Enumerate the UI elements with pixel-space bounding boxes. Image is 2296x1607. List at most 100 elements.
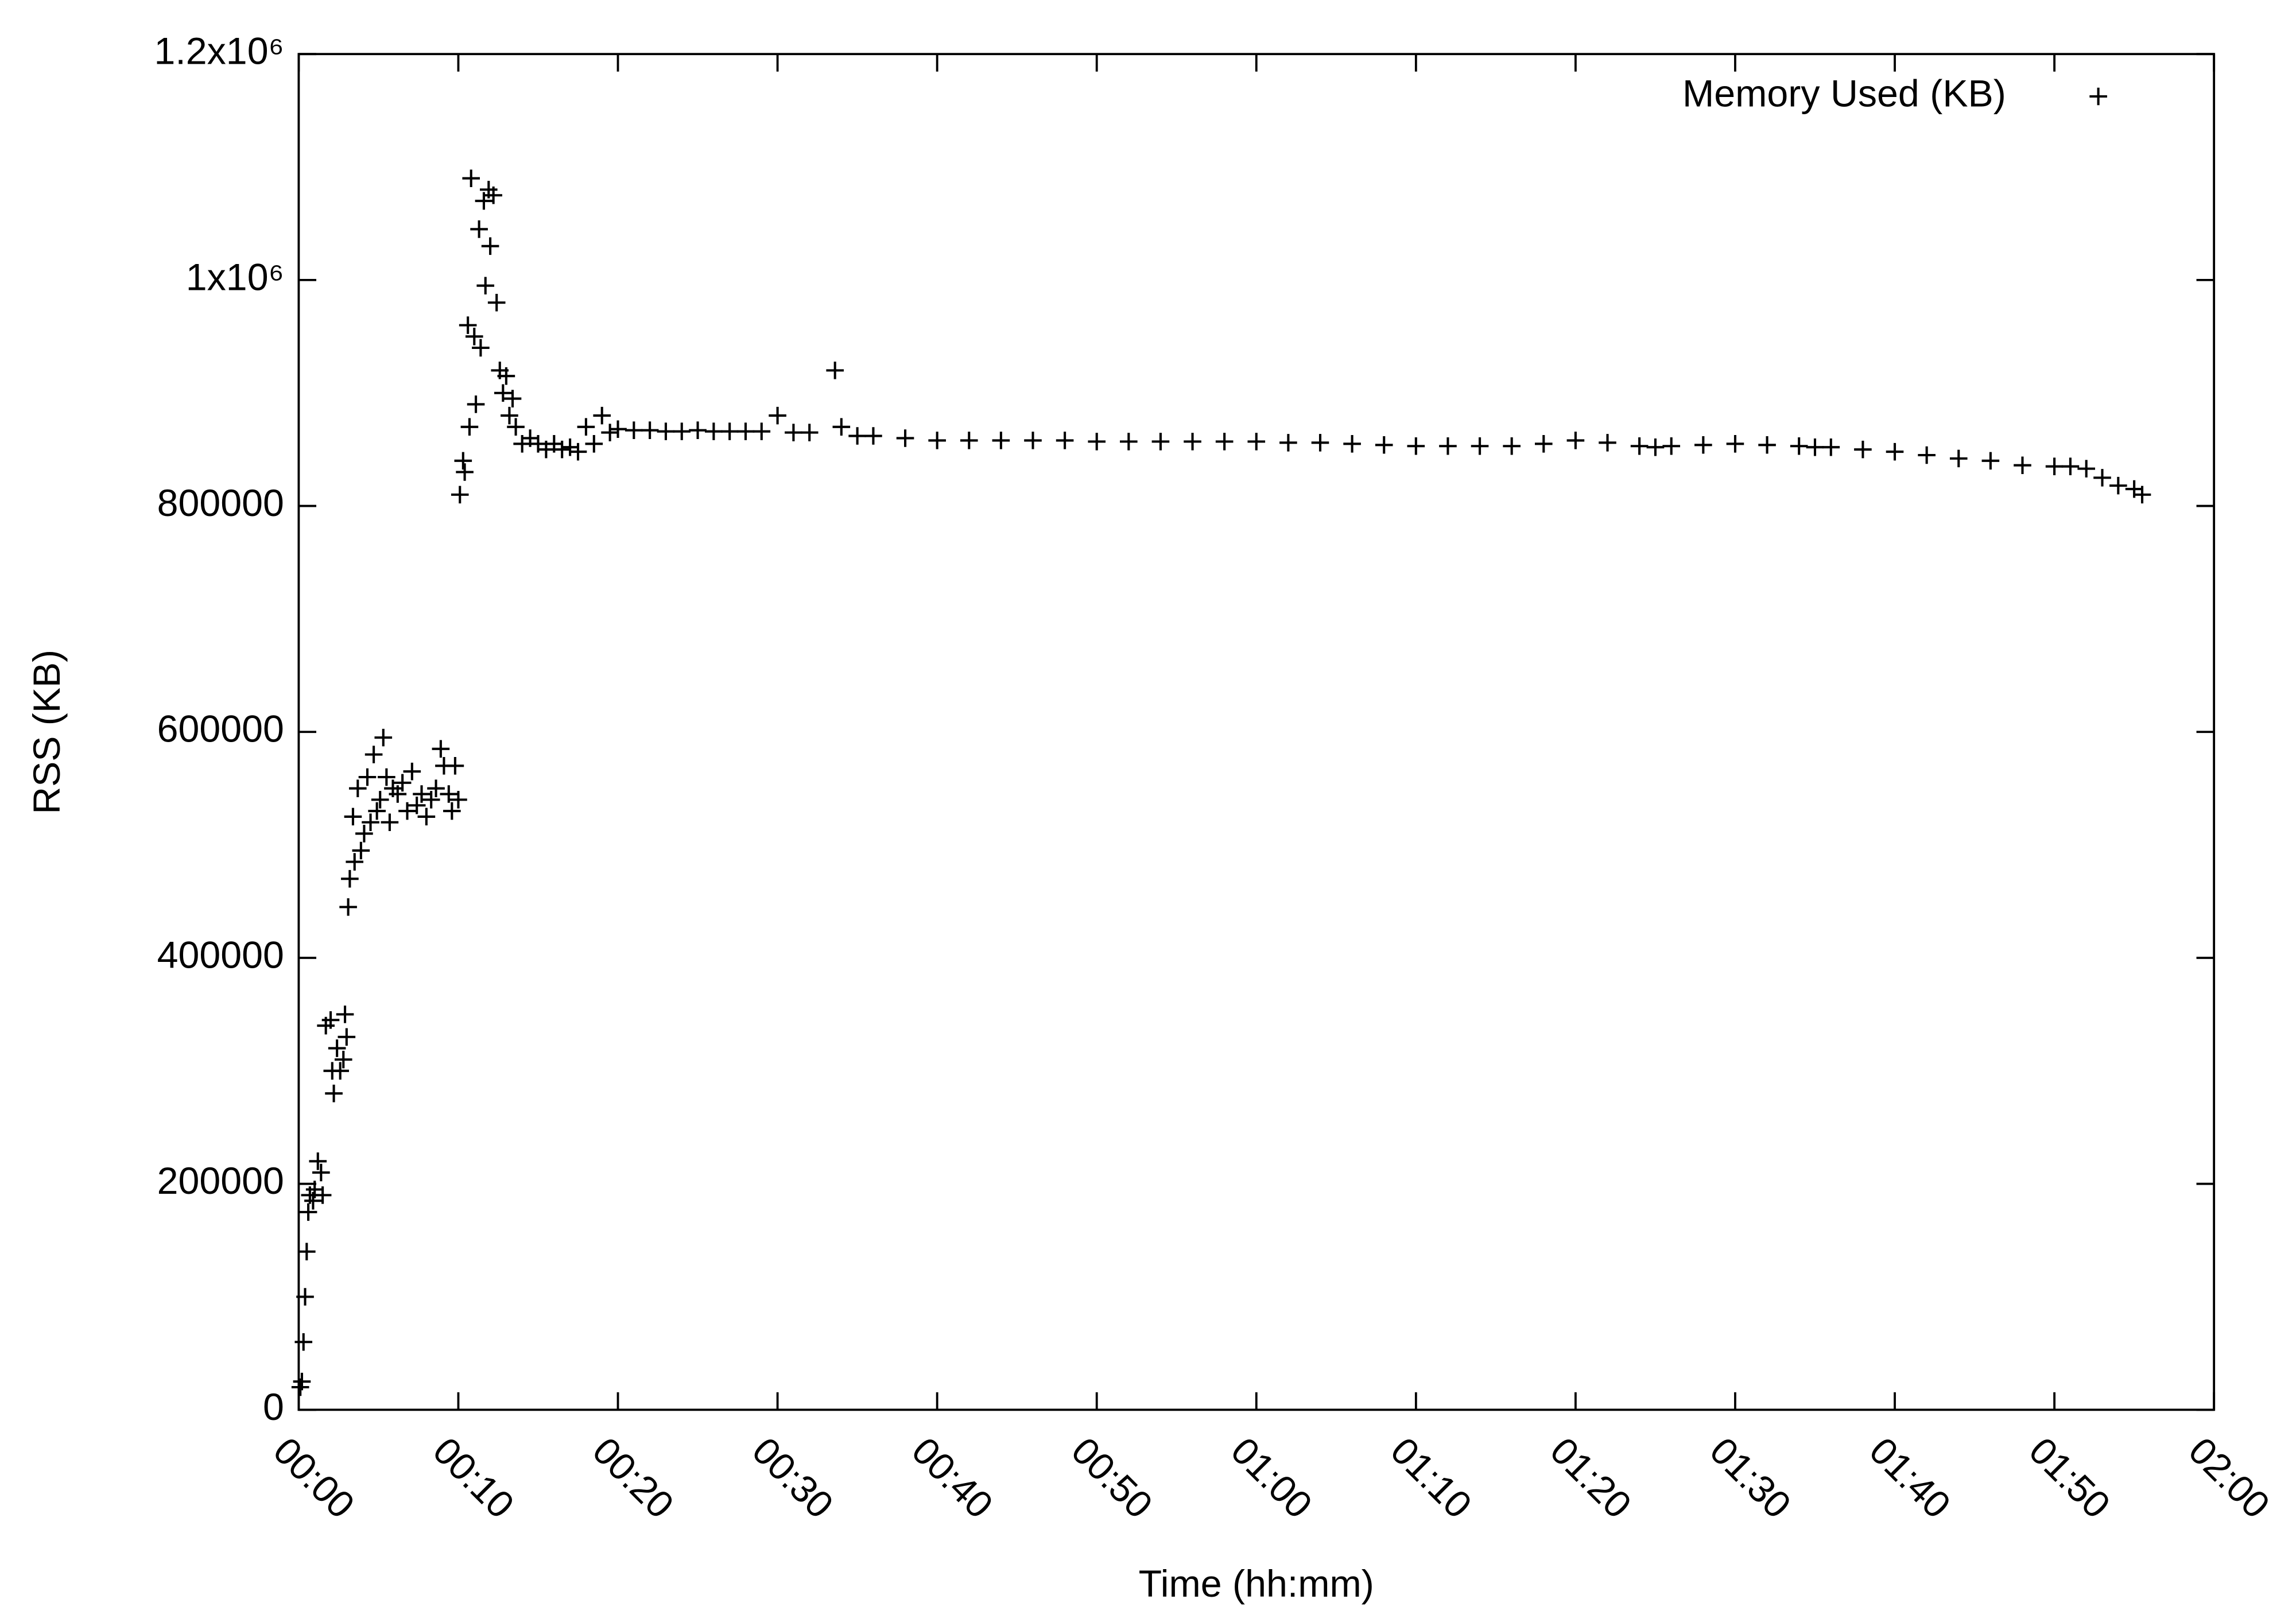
data-point — [1806, 438, 1824, 456]
data-point — [460, 418, 479, 436]
data-point — [422, 791, 440, 809]
data-point — [577, 418, 595, 436]
plot-frame — [297, 53, 2216, 1411]
data-point — [507, 418, 525, 436]
data-point — [585, 435, 603, 453]
data-point — [494, 384, 512, 402]
data-point — [403, 762, 421, 781]
data-point — [299, 1203, 317, 1221]
data-point — [371, 791, 389, 809]
data-point — [736, 422, 755, 440]
data-point — [1407, 437, 1425, 455]
data-point — [336, 1006, 354, 1023]
data-point — [456, 463, 474, 481]
data-point — [362, 813, 379, 832]
data-point — [296, 1288, 314, 1306]
data-point — [459, 316, 477, 334]
data-point — [1630, 437, 1649, 455]
data-point — [1471, 437, 1489, 455]
data-point — [625, 421, 643, 439]
data-point — [298, 1243, 316, 1261]
data-point — [1151, 433, 1170, 451]
data-point — [476, 277, 495, 294]
data-point — [553, 440, 571, 459]
data-point — [1279, 434, 1297, 452]
data-point — [601, 424, 619, 441]
x-axis-label: Time (hh:mm) — [1139, 1563, 1374, 1605]
data-point — [427, 779, 445, 797]
data-point — [432, 740, 450, 758]
data-point — [826, 362, 844, 379]
data-point — [1439, 437, 1457, 455]
data-point — [1088, 433, 1106, 451]
data-point — [475, 192, 493, 210]
data-point — [346, 853, 364, 871]
data-point — [1599, 434, 1616, 452]
x-tick-label: 02:00 — [2180, 1430, 2278, 1527]
data-point — [487, 293, 506, 312]
data-point — [1056, 432, 1074, 449]
data-point — [293, 1372, 311, 1391]
data-point — [1694, 436, 1712, 454]
x-tick-label: 00:40 — [903, 1430, 1001, 1527]
data-point — [378, 768, 395, 786]
x-tick-label: 00:20 — [584, 1430, 682, 1527]
y-tick-label: 1x10⁶ — [186, 256, 284, 298]
data-point — [451, 486, 469, 504]
data-point — [1375, 436, 1393, 454]
data-point — [769, 406, 786, 425]
data-point — [864, 427, 882, 445]
data-point — [561, 438, 579, 456]
x-tick-label: 01:10 — [1382, 1430, 1480, 1527]
data-point — [2014, 456, 2031, 474]
data-point — [2133, 486, 2151, 504]
data-point — [470, 220, 488, 238]
y-tick-label: 600000 — [157, 708, 284, 751]
data-point — [352, 841, 370, 860]
data-point — [1790, 437, 1808, 455]
data-point — [481, 237, 499, 255]
data-point — [2045, 457, 2064, 475]
data-point — [304, 1191, 322, 1210]
data-point — [705, 422, 723, 440]
x-tick-label: 01:40 — [1861, 1430, 1958, 1527]
data-point — [355, 825, 373, 843]
y-tick-label: 400000 — [157, 934, 284, 977]
data-point — [331, 1062, 350, 1080]
data-point — [785, 424, 802, 441]
data-point — [2061, 457, 2080, 475]
data-point — [294, 1333, 313, 1351]
data-point — [312, 1163, 330, 1182]
data-point — [673, 422, 691, 440]
data-point — [381, 813, 399, 832]
data-point — [832, 418, 851, 436]
data-point — [753, 422, 771, 440]
data-point — [440, 785, 458, 803]
data-point — [1311, 434, 1329, 452]
data-point — [1854, 440, 1872, 459]
data-point — [1758, 436, 1776, 454]
x-tick-label: 01:50 — [2020, 1430, 2118, 1527]
data-point — [1886, 442, 1904, 461]
data-point — [1726, 435, 1744, 453]
data-point — [484, 186, 502, 204]
data-point — [338, 1028, 356, 1046]
data-point — [896, 429, 914, 447]
data-point — [443, 802, 461, 820]
y-axis-label: RSS (KB) — [26, 650, 68, 814]
data-point — [689, 421, 707, 439]
data-point — [467, 395, 485, 413]
data-point — [609, 420, 627, 438]
data-point — [503, 390, 522, 407]
data-point — [321, 1011, 340, 1029]
data-point — [408, 796, 426, 814]
y-tick-label: 1.2x10⁶ — [154, 30, 284, 73]
data-point — [1184, 433, 1201, 451]
x-tick-label: 01:30 — [1701, 1430, 1799, 1527]
data-point — [341, 870, 359, 888]
data-point — [1343, 435, 1361, 453]
data-point — [374, 728, 393, 747]
data-point — [2109, 476, 2127, 495]
x-tick-label: 00:10 — [425, 1430, 522, 1527]
